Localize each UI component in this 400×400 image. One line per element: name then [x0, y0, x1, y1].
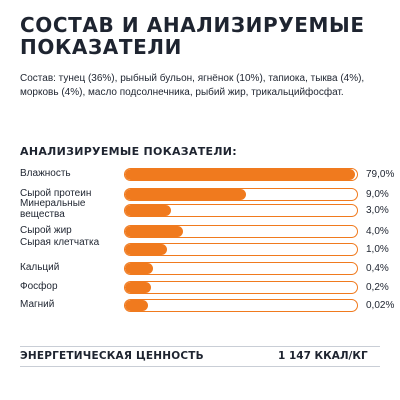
indicator-row: Сырой жир 4,0%	[20, 225, 390, 239]
indicator-row: Магний 0,02%	[20, 299, 394, 313]
indicator-fill	[125, 226, 183, 237]
indicator-fill	[125, 244, 167, 255]
indicator-label: Сырой жир	[20, 225, 72, 236]
indicator-fill	[125, 263, 153, 274]
indicator-row: Кальций 0,4%	[20, 262, 390, 276]
indicator-bar	[124, 204, 358, 217]
indicator-row: Сырая клетчатка 1,0%	[20, 237, 390, 257]
indicator-bar	[124, 168, 358, 181]
indicator-bar	[124, 299, 358, 312]
indicator-label: Влажность	[20, 168, 71, 179]
indicator-value: 1,0%	[366, 244, 389, 255]
indicator-bar	[124, 225, 358, 238]
indicator-row: Фосфор 0,2%	[20, 281, 390, 295]
indicator-label: Магний	[20, 299, 55, 310]
indicator-row: Сырой протеин 9,0%	[20, 188, 390, 202]
energy-value: 1 147 ККАЛ/КГ	[278, 350, 368, 362]
indicator-fill	[125, 205, 172, 216]
indicator-value: 4,0%	[366, 226, 389, 237]
indicator-fill	[125, 282, 151, 293]
indicator-value: 79,0%	[366, 169, 395, 180]
indicator-label: Сырой протеин	[20, 188, 92, 199]
indicator-value: 3,0%	[366, 205, 389, 216]
indicator-fill	[125, 189, 246, 200]
indicator-row: Минеральные вещества 3,0%	[20, 198, 390, 219]
energy-label: ЭНЕРГЕТИЧЕСКАЯ ЦЕННОСТЬ	[20, 350, 204, 362]
divider	[20, 366, 380, 367]
indicator-label: Сырая клетчатка	[20, 237, 100, 248]
indicator-fill	[125, 169, 355, 180]
indicator-value: 0,02%	[366, 300, 395, 311]
energy-row: ЭНЕРГЕТИЧЕСКАЯ ЦЕННОСТЬ 1 147 ККАЛ/КГ	[20, 346, 380, 363]
indicator-value: 0,2%	[366, 282, 389, 293]
indicator-bar	[124, 262, 358, 275]
indicator-value: 0,4%	[366, 263, 389, 274]
composition-text: Состав: тунец (36%), рыбный бульон, ягнё…	[20, 73, 365, 98]
indicator-fill	[125, 300, 149, 311]
indicator-row: Влажность 79,0%	[20, 168, 394, 182]
analysis-heading: АНАЛИЗИРУЕМЫЕ ПОКАЗАТЕЛИ:	[20, 145, 237, 158]
indicator-value: 9,0%	[366, 189, 389, 200]
indicator-bar	[124, 281, 358, 294]
indicator-label: Минеральные вещества	[20, 198, 86, 220]
indicator-label: Кальций	[20, 262, 60, 273]
indicator-bar	[124, 243, 358, 256]
indicator-label: Фосфор	[20, 281, 58, 292]
page-title: СОСТАВ И АНАЛИЗИРУЕМЫЕ ПОКАЗАТЕЛИ	[20, 13, 365, 59]
indicator-bar	[124, 188, 358, 201]
